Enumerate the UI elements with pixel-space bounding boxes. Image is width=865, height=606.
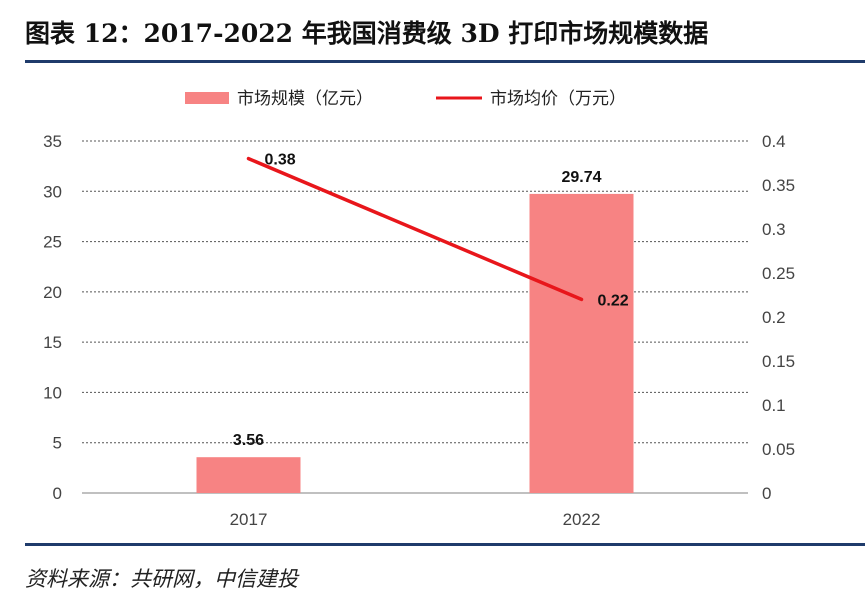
x-axis: 2017 2022 <box>230 510 601 529</box>
x-tick-label: 2017 <box>230 510 268 529</box>
legend-label-bar: 市场规模（亿元） <box>237 89 373 108</box>
y-right-tick-label: 0 <box>762 484 771 503</box>
bar-series <box>196 193 634 493</box>
y-left-tick-label: 30 <box>43 182 62 201</box>
right-axis: 0 0.05 0.1 0.15 0.2 0.25 0.3 0.35 0.4 <box>762 132 795 503</box>
bar <box>196 457 301 493</box>
legend: 市场规模（亿元） 市场均价（万元） <box>185 89 626 108</box>
y-right-tick-label: 0.4 <box>762 132 786 151</box>
y-left-tick-label: 5 <box>53 434 62 453</box>
legend-swatch-bar <box>185 92 229 104</box>
footer-rule <box>25 543 865 546</box>
y-left-tick-label: 25 <box>43 233 62 252</box>
y-left-tick-label: 0 <box>53 484 62 503</box>
y-left-tick-label: 35 <box>43 132 62 151</box>
y-left-tick-label: 15 <box>43 333 62 352</box>
y-right-tick-label: 0.05 <box>762 440 795 459</box>
bar-value-label: 29.74 <box>561 169 601 186</box>
y-right-tick-label: 0.2 <box>762 308 786 327</box>
bar <box>529 193 634 493</box>
left-axis: 0 5 10 15 20 25 30 35 <box>43 132 62 503</box>
source-note: 资料来源：共研网，中信建投 <box>25 567 298 591</box>
title-rule <box>25 60 865 63</box>
data-labels: 3.56 29.74 0.38 0.22 <box>233 152 629 450</box>
y-left-tick-label: 20 <box>43 283 62 302</box>
grid <box>82 140 748 494</box>
bar-value-label: 3.56 <box>233 432 264 449</box>
line-value-label: 0.22 <box>598 292 629 309</box>
legend-label-line: 市场均价（万元） <box>490 89 626 108</box>
x-tick-label: 2022 <box>563 510 601 529</box>
y-right-tick-label: 0.15 <box>762 352 795 371</box>
y-right-tick-label: 0.1 <box>762 396 786 415</box>
line-value-label: 0.38 <box>265 152 296 169</box>
price-line <box>246 156 584 302</box>
y-right-tick-label: 0.25 <box>762 264 795 283</box>
y-left-tick-label: 10 <box>43 383 62 402</box>
figure-title: 图表 12：2017-2022 年我国消费级 3D 打印市场规模数据 <box>25 19 709 48</box>
y-right-tick-label: 0.35 <box>762 176 795 195</box>
line-series <box>246 156 584 302</box>
chart: 市场规模（亿元） 市场均价（万元） 0 5 10 15 20 25 30 35 0 0.05 0.1… <box>43 89 795 529</box>
y-right-tick-label: 0.3 <box>762 220 786 239</box>
